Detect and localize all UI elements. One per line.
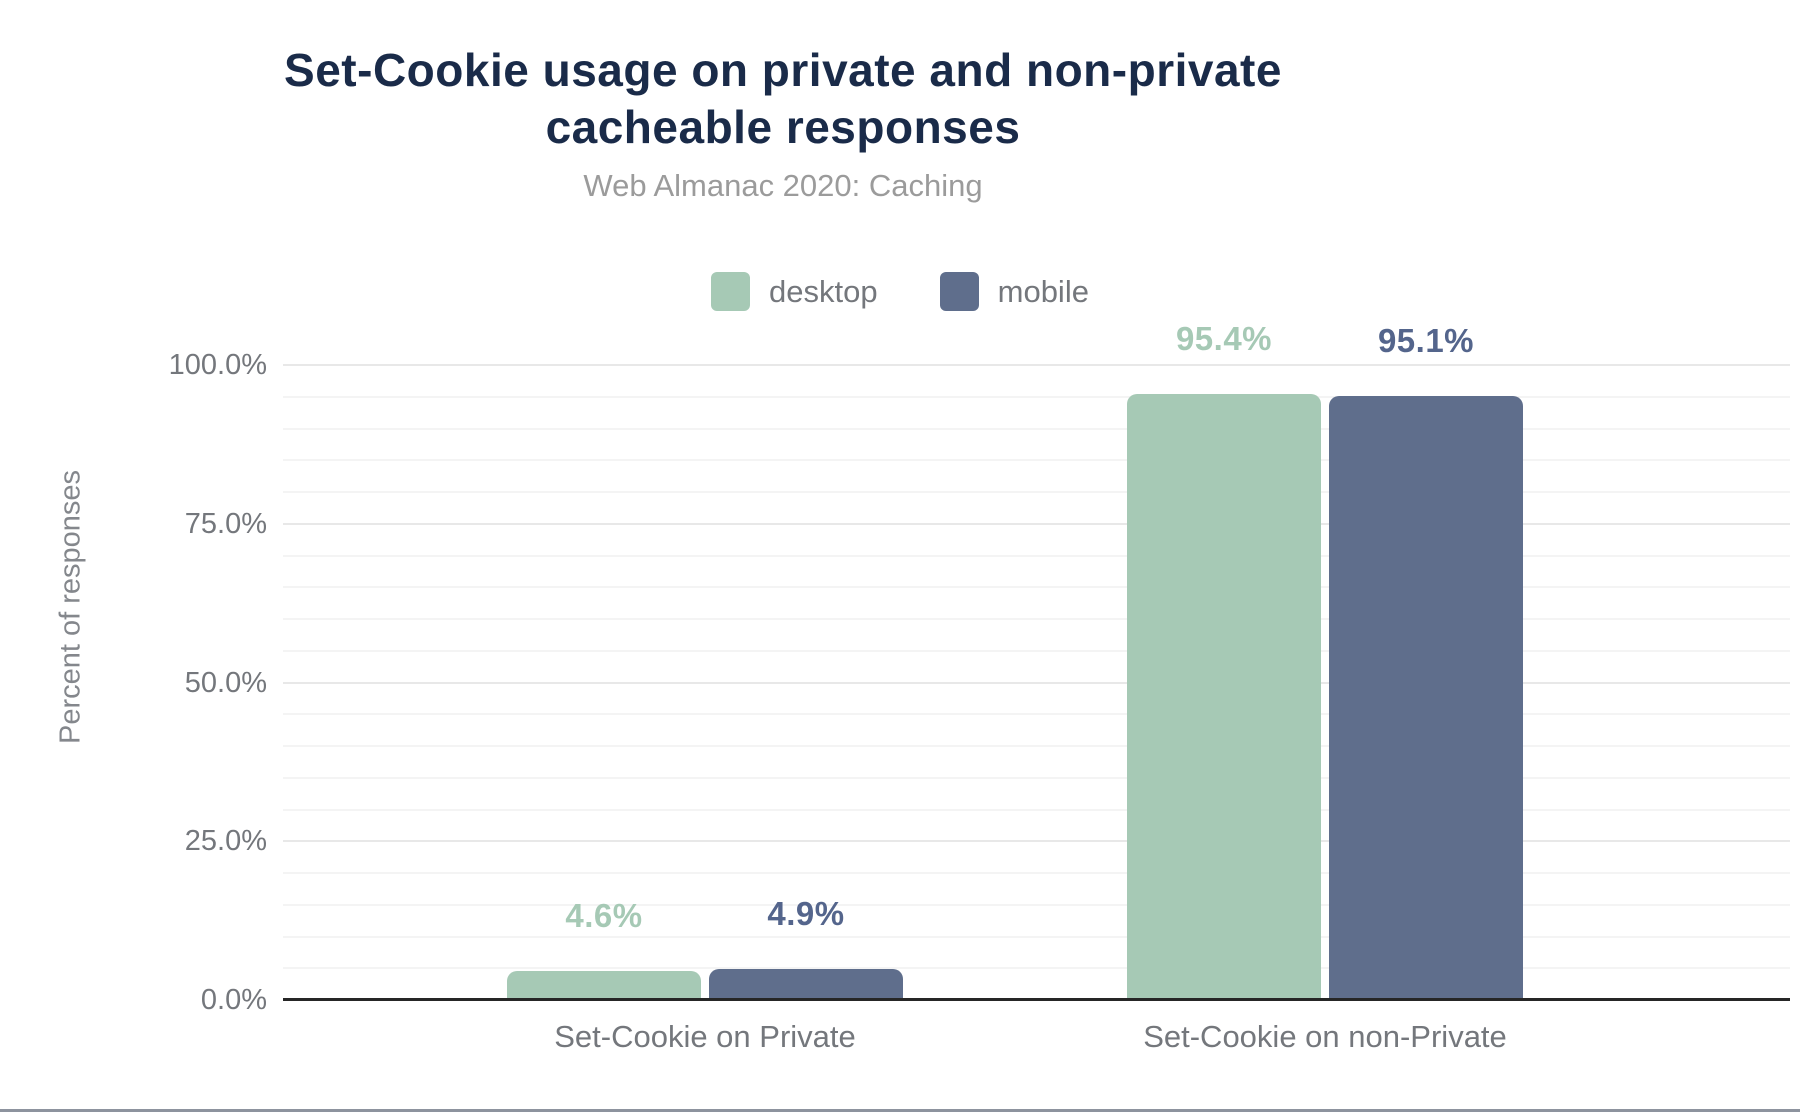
legend-label-desktop: desktop xyxy=(769,273,878,309)
legend-item-desktop[interactable]: desktop xyxy=(711,272,878,311)
gridline-15pct xyxy=(283,903,1790,906)
gridline-45pct xyxy=(283,713,1790,716)
gridline-55pct xyxy=(283,649,1790,652)
legend-swatch-desktop xyxy=(711,272,751,311)
bar-mobile-category-2[interactable] xyxy=(1329,396,1523,1000)
gridline-50pct xyxy=(283,681,1790,684)
gridline-5pct xyxy=(283,967,1790,970)
gridline-85pct xyxy=(283,459,1790,462)
value-label-mobile-category-2: 95.1% xyxy=(1377,322,1475,360)
legend-item-mobile[interactable]: mobile xyxy=(939,272,1089,311)
y-tick-25pct: 25.0% xyxy=(184,825,267,858)
value-label-desktop-category-2: 95.4% xyxy=(1175,320,1273,358)
bottom-border xyxy=(0,1109,1800,1112)
y-tick-50pct: 50.0% xyxy=(184,666,267,699)
y-tick-75pct: 75.0% xyxy=(184,507,267,540)
plot-area: 4.6% 4.9% 95.4% 95.1% xyxy=(283,320,1790,1000)
bar-desktop-category-1[interactable] xyxy=(507,970,701,1000)
gridline-20pct xyxy=(283,872,1790,874)
gridline-80pct xyxy=(283,491,1790,493)
y-tick-0pct: 0.0% xyxy=(200,984,267,1016)
bar-desktop-category-2[interactable] xyxy=(1127,394,1321,1000)
gridline-10pct xyxy=(283,935,1790,938)
gridline-70pct xyxy=(283,554,1790,557)
value-label-mobile-category-1: 4.9% xyxy=(767,894,845,932)
x-axis-label-category-1: Set-Cookie on Private xyxy=(554,1019,856,1054)
x-axis-label-category-2: Set-Cookie on non-Private xyxy=(1143,1019,1507,1054)
gridline-25pct xyxy=(283,840,1790,843)
legend: desktop mobile xyxy=(0,272,1800,311)
legend-label-mobile: mobile xyxy=(997,273,1089,309)
gridline-40pct xyxy=(283,745,1790,747)
gridline-65pct xyxy=(283,586,1790,589)
gridline-95pct xyxy=(283,395,1790,398)
legend-swatch-mobile xyxy=(939,272,979,311)
y-tick-100pct: 100.0% xyxy=(168,349,267,381)
gridline-100pct xyxy=(283,364,1790,366)
chart-title: Set-Cookie usage on private and non-priv… xyxy=(284,44,1282,153)
gridline-35pct xyxy=(283,776,1790,779)
bar-mobile-category-1[interactable] xyxy=(709,968,903,1000)
chart-subtitle: Web Almanac 2020: Caching xyxy=(583,168,983,203)
gridline-90pct xyxy=(283,427,1790,430)
value-label-desktop-category-1: 4.6% xyxy=(565,896,643,934)
gridline-75pct xyxy=(283,522,1790,525)
title-area: Set-Cookie usage on private and non-priv… xyxy=(0,42,1566,156)
gridline-60pct xyxy=(283,618,1790,620)
x-axis-line xyxy=(283,998,1790,1001)
gridline-30pct xyxy=(283,808,1790,811)
